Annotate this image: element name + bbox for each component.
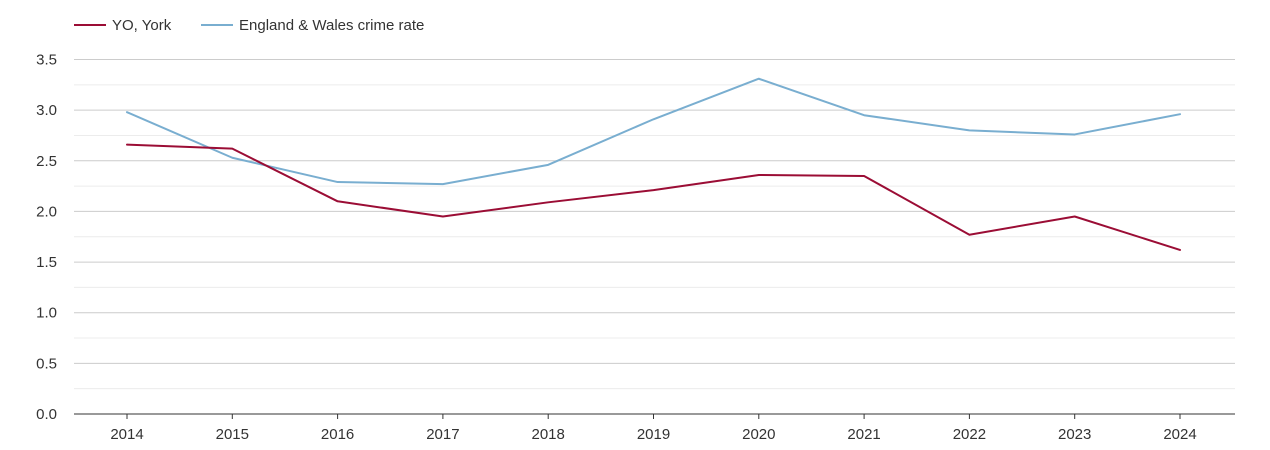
x-tick-label: 2022 [953,426,986,443]
x-tick-label: 2021 [847,426,880,443]
series-line-york [126,143,1181,251]
legend-item-england-wales[interactable]: England & Wales crime rate [201,17,424,34]
x-tick-label: 2017 [426,426,459,443]
y-tick-label: 2.5 [36,153,57,170]
y-tick-label: 3.5 [36,52,57,69]
y-axis-tick-labels: 0.0 0.5 1.0 1.5 2.0 2.5 3.0 3.5 [36,52,57,424]
x-tick-label: 2023 [1058,426,1091,443]
x-tick-label: 2016 [321,426,354,443]
legend-label-england-wales: England & Wales crime rate [239,17,424,34]
legend-label-york: YO, York [112,17,172,34]
legend: YO, York England & Wales crime rate [74,17,424,34]
legend-item-york[interactable]: YO, York [74,17,172,34]
y-tick-label: 1.0 [36,305,57,322]
x-tick-label: 2024 [1163,426,1196,443]
y-tick-label: 1.5 [36,254,57,271]
x-tick-label: 2014 [110,426,143,443]
y-tick-label: 3.0 [36,102,57,119]
y-tick-label: 0.0 [36,406,57,423]
y-tick-label: 2.0 [36,203,57,220]
y-tick-label: 0.5 [36,355,57,372]
x-tick-label: 2019 [637,426,670,443]
gridlines [74,59,1235,390]
series-line-england-wales [126,77,1181,186]
x-tick-label: 2020 [742,426,775,443]
x-tick-label: 2018 [532,426,565,443]
x-axis-tick-labels: 2014 2015 2016 2017 2018 2019 2020 2021 2022 2023… [110,414,1197,443]
x-tick-label: 2015 [216,426,249,443]
series-lines [126,77,1181,251]
